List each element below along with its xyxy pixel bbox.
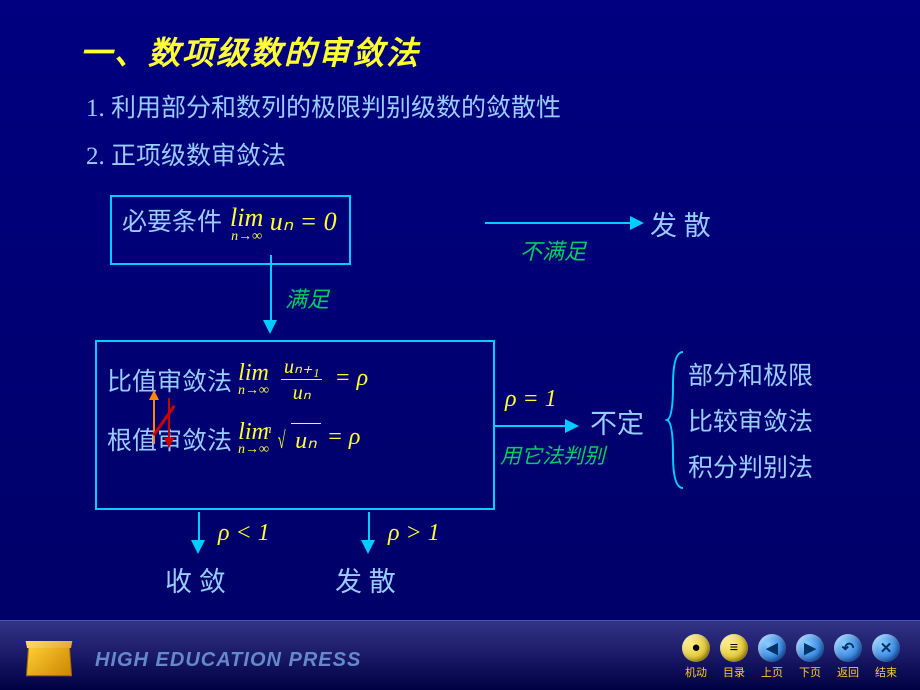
arrow-diverge-head	[361, 540, 375, 554]
nav-icon-下页: ▶	[796, 634, 824, 662]
arrow-rho1-line	[495, 425, 570, 427]
root-math: limn→∞ n√uₙ = ρ	[238, 419, 360, 458]
logo-icon	[25, 632, 85, 682]
satisfied-label: 满足	[285, 282, 329, 314]
nav-结束[interactable]: ✕ 结束	[872, 634, 900, 680]
ratio-root-box: 比值审敛法 limn→∞ uₙ₊₁uₙ = ρ 根值审敛法 limn→∞ n√u…	[95, 340, 495, 510]
nav-上页[interactable]: ◀ 上页	[758, 634, 786, 680]
rho-less-1: ρ < 1	[218, 520, 270, 547]
nav-下页[interactable]: ▶ 下页	[796, 634, 824, 680]
arrow-up-head-icon	[149, 390, 159, 400]
nav-label: 上页	[761, 664, 783, 680]
use-other-method: 用它法判别	[500, 440, 605, 470]
brace-icon	[665, 350, 685, 490]
ratio-math: limn→∞ uₙ₊₁uₙ = ρ	[238, 354, 368, 405]
nav-icon-目录: ≡	[720, 634, 748, 662]
arrow-down-head-icon	[164, 438, 174, 448]
arrow-rho1-head	[565, 419, 579, 433]
nav-机动[interactable]: ● 机动	[682, 634, 710, 680]
unsatisfied-label: 不满足	[520, 234, 586, 266]
item-2: 2. 正项级数审敛法	[86, 136, 840, 172]
method-integral: 积分判别法	[688, 446, 813, 492]
converge-label: 收 敛	[165, 560, 226, 599]
press-label: HIGH EDUCATION PRESS	[95, 649, 361, 672]
nav-icon-返回: ↶	[834, 634, 862, 662]
nav-label: 返回	[837, 664, 859, 680]
arrow-satisfied-line	[270, 255, 272, 325]
diverge-result-1: 发 散	[650, 204, 711, 243]
item-1: 1. 利用部分和数列的极限判别级数的敛散性	[86, 88, 840, 124]
nav-label: 结束	[875, 664, 897, 680]
nav-返回[interactable]: ↶ 返回	[834, 634, 862, 680]
arrow-up-icon	[153, 398, 155, 444]
box1-label: 必要条件	[122, 209, 222, 236]
nav-buttons: ● 机动 ≡ 目录 ◀ 上页 ▶ 下页 ↶ 返回 ✕ 结束	[682, 634, 900, 680]
footer-bar: HIGH EDUCATION PRESS ● 机动 ≡ 目录 ◀ 上页 ▶ 下页 ↶ 返回 ✕ 结束	[0, 620, 920, 690]
method-partial-sum: 部分和极限	[688, 354, 813, 400]
nav-目录[interactable]: ≡ 目录	[720, 634, 748, 680]
arrow-unsatisfied-head	[630, 216, 644, 230]
main-title: 一、数项级数的审敛法	[80, 28, 840, 74]
nav-icon-机动: ●	[682, 634, 710, 662]
alternative-methods: 部分和极限 比较审敛法 积分判别法	[688, 354, 813, 492]
nav-label: 下页	[799, 664, 821, 680]
ratio-label: 比值审敛法	[107, 362, 232, 398]
undetermined-label: 不定	[590, 402, 644, 441]
arrow-satisfied-head	[263, 320, 277, 334]
diverge-label-2: 发 散	[335, 560, 396, 599]
rho-eq-1: ρ = 1	[505, 386, 557, 413]
nav-icon-上页: ◀	[758, 634, 786, 662]
arrow-unsatisfied-line	[485, 222, 635, 224]
box1-math: limn→∞ uₙ = 0	[230, 207, 337, 236]
nav-label: 机动	[685, 664, 707, 680]
nav-label: 目录	[723, 664, 745, 680]
ratio-test-row: 比值审敛法 limn→∞ uₙ₊₁uₙ = ρ	[107, 354, 483, 405]
slide-content: 一、数项级数的审敛法 1. 利用部分和数列的极限判别级数的敛散性 2. 正项级数…	[0, 0, 920, 620]
arrow-converge-head	[191, 540, 205, 554]
nav-icon-结束: ✕	[872, 634, 900, 662]
necessary-condition-box: 必要条件 limn→∞ uₙ = 0	[110, 195, 351, 265]
rho-greater-1: ρ > 1	[388, 520, 440, 547]
method-comparison: 比较审敛法	[688, 400, 813, 446]
